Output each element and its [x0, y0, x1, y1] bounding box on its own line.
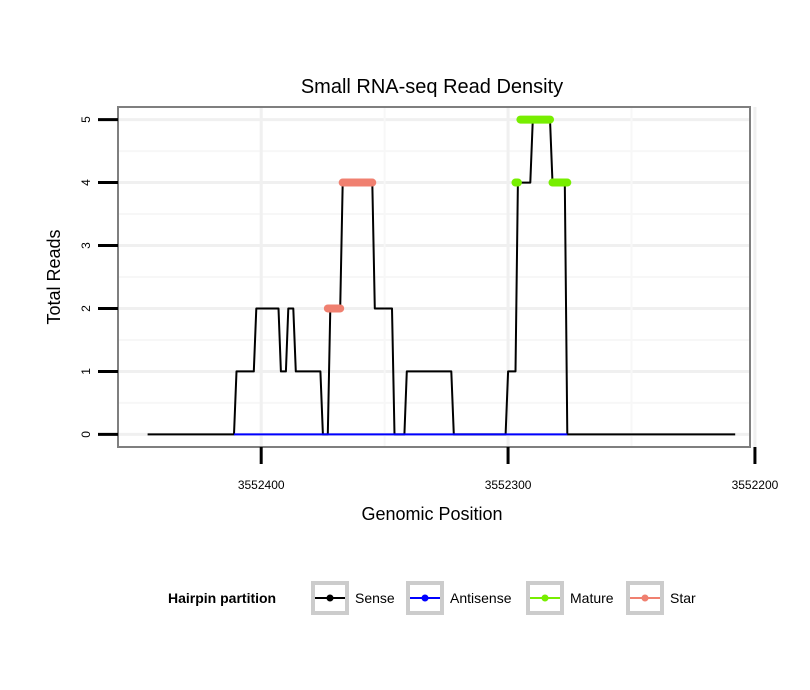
y-axis-title: Total Reads [44, 229, 64, 324]
legend-item-antisense: Antisense [406, 581, 512, 615]
legend-title: Hairpin partition [168, 590, 276, 606]
legend-label-sense: Sense [355, 590, 395, 606]
legend-label-mature: Mature [570, 590, 614, 606]
grid-lines [118, 107, 757, 447]
y-axis: 0 1 2 3 4 5 [79, 116, 118, 438]
legend-item-star: Star [626, 581, 696, 615]
y-tick-label: 4 [79, 179, 93, 186]
x-axis: 3552400 3552300 3552200 [118, 446, 779, 492]
legend-item-mature: Mature [526, 581, 614, 615]
legend-key-dot [641, 594, 649, 602]
y-tick-label: 2 [79, 305, 93, 312]
y-tick-label: 3 [79, 242, 93, 249]
x-tick-label: 3552400 [238, 478, 285, 492]
y-tick-label: 5 [79, 116, 93, 123]
x-tick-label: 3552300 [485, 478, 532, 492]
legend-key-dot [326, 594, 334, 602]
y-tick-label: 1 [79, 368, 93, 375]
y-tick-label: 0 [79, 431, 93, 438]
x-tick-label: 3552200 [732, 478, 779, 492]
legend-key-dot [421, 594, 429, 602]
chart-title: Small RNA-seq Read Density [301, 76, 563, 98]
legend: Hairpin partition Sense Antisense Mature St… [168, 581, 696, 615]
x-axis-title: Genomic Position [361, 504, 502, 524]
legend-label-antisense: Antisense [450, 590, 512, 606]
legend-key-dot [541, 594, 549, 602]
legend-label-star: Star [670, 590, 696, 606]
legend-item-sense: Sense [311, 581, 395, 615]
partition-highlights [323, 115, 572, 313]
